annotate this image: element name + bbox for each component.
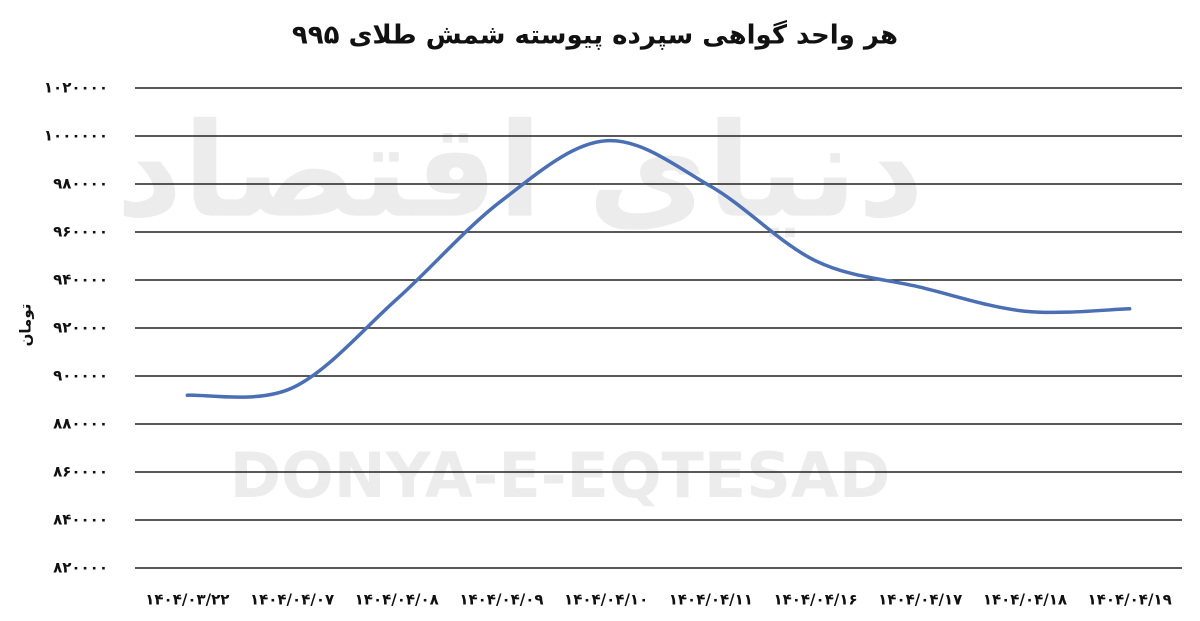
watermark: دنیای اقتصاد	[116, 95, 924, 247]
y-tick-label: ۱۰۰۰۰۰۰	[44, 127, 108, 145]
x-tick-label: ۱۴۰۴/۰۴/۰۹	[459, 591, 543, 609]
x-tick-label: ۱۴۰۴/۰۴/۱۰	[564, 591, 648, 609]
y-tick-label: ۸۸۰۰۰۰	[53, 415, 108, 433]
y-tick-label: ۹۶۰۰۰۰	[53, 223, 108, 241]
x-tick-label: ۱۴۰۴/۰۴/۱۹	[1088, 591, 1172, 609]
x-tick-label: ۱۴۰۴/۰۴/۰۸	[355, 591, 439, 609]
y-tick-label: ۹۲۰۰۰۰	[53, 319, 108, 337]
y-tick-label: ۱۰۲۰۰۰۰	[44, 79, 108, 97]
y-tick-label: ۹۰۰۰۰۰	[53, 367, 108, 385]
x-tick-label: ۱۴۰۴/۰۴/۰۷	[250, 591, 334, 609]
x-tick-label: ۱۴۰۴/۰۳/۲۲	[145, 591, 229, 609]
data-line	[185, 139, 1132, 399]
x-tick-label: ۱۴۰۴/۰۴/۱۷	[878, 591, 962, 609]
y-axis-label: تومان	[17, 304, 35, 347]
x-tick-label: ۱۴۰۴/۰۴/۱۱	[669, 591, 753, 609]
x-tick-label: ۱۴۰۴/۰۴/۱۶	[773, 591, 857, 609]
chart-title: هر واحد گواهی سپرده پیوسته شمش طلای ۹۹۵	[292, 20, 898, 51]
x-tick-label: ۱۴۰۴/۰۴/۱۸	[983, 591, 1067, 609]
y-tick-label: ۸۴۰۰۰۰	[53, 511, 108, 529]
y-tick-label: ۹۴۰۰۰۰	[53, 271, 108, 289]
y-tick-label: ۸۲۰۰۰۰	[53, 559, 108, 577]
y-tick-label: ۹۸۰۰۰۰	[53, 175, 108, 193]
watermark: DONYA-E-EQTESAD	[230, 439, 891, 512]
y-tick-label: ۸۶۰۰۰۰	[53, 463, 108, 481]
